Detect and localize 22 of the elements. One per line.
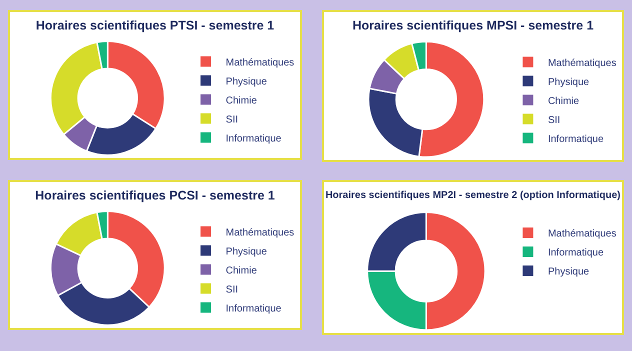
legend-label: SII — [226, 284, 238, 296]
legend-label: Mathématiques — [226, 57, 294, 68]
legend-label: Mathématiques — [548, 58, 616, 69]
legend-label: Chimie — [226, 265, 258, 276]
legend-label: Informatique — [226, 303, 282, 314]
legend-label: Mathématiques — [548, 228, 616, 240]
legend-label: Physique — [226, 76, 268, 88]
legend-label: Chimie — [548, 96, 580, 107]
legend-label: Physique — [548, 266, 590, 278]
legend-label: Physique — [548, 76, 590, 88]
legend-label: Informatique — [548, 134, 604, 145]
legend-label: SII — [548, 114, 560, 126]
legend-label: Physique — [226, 246, 268, 258]
chart-title: Horaires scientifiques MP2I - semestre 2 (option Informatique) — [325, 190, 621, 202]
legend-label: SII — [226, 114, 238, 126]
chart-title: Horaires scientifiques MPSI - semestre 1 — [352, 18, 594, 33]
text: Horaires scientifiques PCSI - semestre 1 — [35, 188, 275, 203]
text: Horaires scientifiques PTSI - semestre 1 — [36, 18, 274, 33]
legend-label: Informatique — [548, 248, 604, 259]
legend-label: Chimie — [226, 95, 258, 106]
legend-label: Informatique — [226, 133, 282, 144]
legend-label: Mathématiques — [226, 227, 294, 238]
